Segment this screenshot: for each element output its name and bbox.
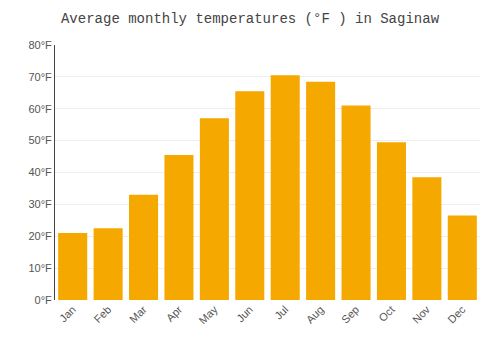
svg-text:Feb: Feb — [92, 303, 114, 325]
svg-text:Dec: Dec — [445, 303, 468, 326]
svg-text:Average monthly temperatures (: Average monthly temperatures (°F ) in Sa… — [61, 11, 440, 27]
svg-text:Sep: Sep — [339, 303, 361, 325]
svg-text:Jul: Jul — [272, 303, 290, 321]
svg-text:Aug: Aug — [304, 303, 326, 325]
svg-text:Oct: Oct — [376, 303, 397, 324]
svg-text:70°F: 70°F — [28, 71, 52, 83]
svg-text:40°F: 40°F — [28, 166, 52, 178]
svg-text:Jan: Jan — [57, 303, 78, 324]
svg-text:80°F: 80°F — [28, 39, 52, 51]
svg-text:Mar: Mar — [127, 303, 149, 325]
svg-text:Nov: Nov — [410, 303, 433, 326]
svg-text:20°F: 20°F — [28, 230, 52, 242]
svg-text:60°F: 60°F — [28, 103, 52, 115]
svg-text:50°F: 50°F — [28, 134, 52, 146]
svg-text:0°F: 0°F — [35, 294, 53, 306]
svg-text:30°F: 30°F — [28, 198, 52, 210]
svg-text:May: May — [197, 303, 221, 327]
svg-text:Jun: Jun — [234, 303, 255, 324]
svg-text:Apr: Apr — [164, 303, 185, 324]
svg-text:10°F: 10°F — [28, 262, 52, 274]
